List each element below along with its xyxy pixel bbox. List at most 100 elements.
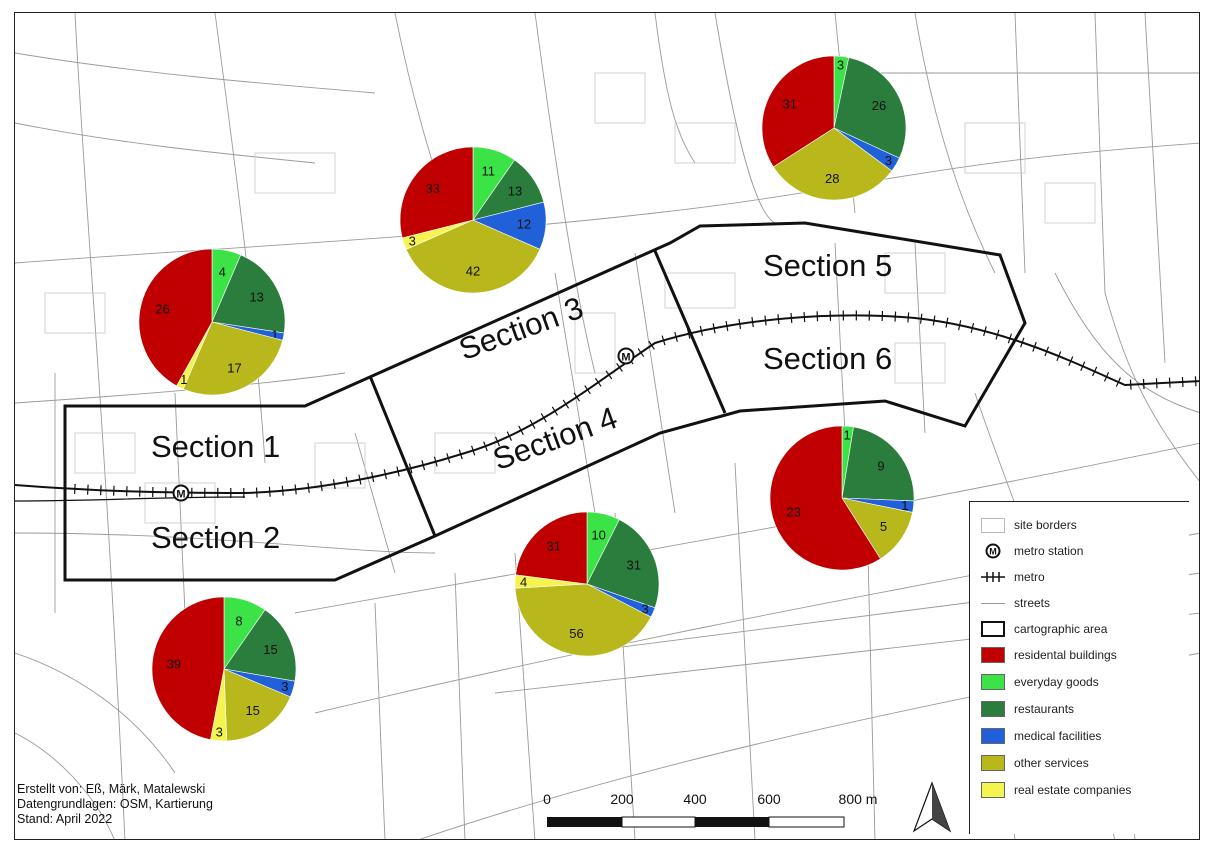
section-divider-1-3 [368, 375, 437, 537]
pie-slice-restaurants [223, 609, 297, 682]
cartographic-area-icon [980, 621, 1006, 637]
metro-tick [471, 445, 476, 456]
pie-value-label: 4 [219, 264, 226, 279]
pie-value-label: 13 [508, 183, 522, 198]
scale-label-0: 0 [543, 791, 551, 807]
metro-tick [661, 335, 666, 346]
pie-value-label: 42 [466, 264, 480, 279]
streets-icon [980, 595, 1006, 611]
metro-tick [995, 329, 1000, 340]
metro-tick [616, 362, 623, 372]
metro-tick [483, 441, 488, 452]
metro-tick [540, 413, 547, 423]
pie-slice-other-services [841, 497, 913, 560]
metro-tick [919, 313, 923, 324]
legend-label: restaurants [1014, 702, 1075, 716]
legend-label: medical facilities [1014, 729, 1102, 743]
pie-value-label: 3 [281, 679, 288, 694]
metro-tick [494, 436, 501, 447]
pie-value-label: 1 [843, 427, 850, 442]
pie-value-label: 13 [249, 290, 263, 305]
legend-item-other-services: other services [980, 752, 1089, 774]
pie-value-label: 15 [263, 642, 277, 657]
scale-label-400: 400 [683, 791, 707, 807]
credit-date: Stand: April 2022 [17, 812, 113, 826]
metro-tick [605, 370, 613, 380]
metro-tick [932, 315, 936, 326]
pie-value-label: 28 [825, 171, 839, 186]
pie-value-label: 15 [245, 703, 259, 718]
pie-value-label: 31 [626, 558, 640, 573]
scale-label-600: 600 [757, 791, 781, 807]
legend-label: residental buildings [1014, 648, 1117, 662]
pie-value-label: 31 [783, 96, 797, 111]
pie-value-label: 10 [591, 527, 605, 542]
legend-item-medical: medical facilities [980, 725, 1101, 747]
pie-value-label: 17 [227, 360, 241, 375]
metro-tick [446, 453, 451, 464]
legend: site borders M metro station metro stree… [969, 501, 1189, 834]
metro-tick [958, 320, 962, 331]
metro-tick [1181, 376, 1184, 387]
metro-tick [674, 331, 678, 342]
metro-tick [433, 456, 438, 467]
pie-slice-residental-buildings [769, 425, 881, 571]
metro-tick [1080, 361, 1086, 372]
pie-value-label: 31 [546, 539, 560, 554]
pie-value-label: 3 [409, 233, 416, 248]
metro-station-symbol: M [621, 352, 630, 364]
legend-label: metro station [1014, 544, 1084, 558]
metro-tick [294, 484, 297, 495]
metro-tick [1092, 366, 1098, 377]
pie-value-label: 39 [167, 657, 181, 672]
metro-tick [699, 325, 704, 336]
metro-tick [637, 348, 645, 358]
pie-value-label: 4 [520, 574, 527, 589]
metro-tick [738, 318, 742, 329]
metro-tick [983, 326, 987, 337]
metro-tick [648, 340, 655, 350]
pie-value-label: 5 [880, 519, 887, 534]
pie-value-label: 9 [877, 459, 884, 474]
metro-tick [1020, 337, 1025, 348]
metro-line [15, 314, 1199, 502]
other-services-swatch [981, 755, 1005, 771]
pie-value-label: 33 [425, 181, 439, 196]
pie-slice-other-services [405, 219, 541, 294]
metro-tick [358, 474, 362, 485]
legend-item-cartographic-area: cartographic area [980, 618, 1107, 640]
pie-chart-1: 4 13 1 17 1 26 [138, 248, 286, 396]
metro-tick [1056, 351, 1062, 362]
scale-bar [547, 816, 845, 828]
section-label-6: Section 6 [763, 341, 893, 376]
metro-tick [529, 419, 536, 429]
legend-item-streets: streets [980, 592, 1050, 614]
section-label-5: Section 5 [763, 248, 893, 283]
legend-item-real-estate: real estate companies [980, 779, 1131, 801]
pie-value-label: 3 [642, 602, 649, 617]
metro-station-2: M [617, 347, 635, 365]
pie-value-label: 3 [216, 725, 223, 740]
metro-tick [307, 482, 310, 493]
section-label-1: Section 1 [151, 429, 281, 464]
metro-tick [408, 463, 413, 474]
metro-tick [421, 460, 426, 471]
pie-value-label: 26 [155, 302, 169, 317]
metro-tick [255, 487, 258, 498]
pie-value-label: 11 [482, 164, 496, 179]
metro-tick [1115, 377, 1121, 387]
site-borders-icon [980, 517, 1006, 533]
pie-slice-other-services [772, 127, 893, 201]
metro-tick [1068, 356, 1074, 366]
metro-ticks [73, 310, 1197, 498]
cartographic-area-outline [63, 221, 1027, 582]
section-divider-3-5 [653, 250, 727, 414]
pie-value-label: 23 [786, 505, 800, 520]
metro-tick [725, 320, 729, 332]
pie-slice-other-services [514, 583, 652, 657]
metro-tick [551, 406, 559, 416]
map-canvas: M M 413117126111312423333263283119152310… [15, 13, 1199, 839]
metro-tick [1007, 333, 1012, 344]
metro-tick [1044, 346, 1050, 357]
